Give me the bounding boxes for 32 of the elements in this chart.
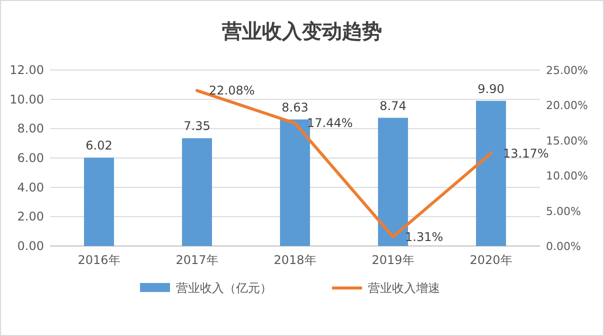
legend-label: 营业收入增速: [368, 281, 440, 295]
y-tick-label: 8.00: [17, 122, 44, 136]
x-tick-label: 2020年: [470, 253, 512, 267]
x-tick-label: 2017年: [176, 253, 218, 267]
y2-tick-label: 15.00%: [546, 134, 588, 148]
bar: [84, 158, 114, 246]
y-tick-label: 0.00: [17, 239, 44, 253]
y-tick-label: 6.00: [17, 151, 44, 165]
legend-label: 营业收入（亿元）: [176, 281, 272, 295]
bar: [280, 119, 310, 246]
bar: [476, 100, 506, 246]
bar: [182, 138, 212, 246]
data-label: 6.02: [86, 138, 112, 153]
data-label: 8.74: [380, 98, 406, 113]
y2-tick-label: 10.00%: [546, 170, 588, 183]
y-tick-label: 12.00: [10, 63, 44, 77]
x-tick-label: 2016年: [78, 253, 120, 267]
y-tick-label: 10.00: [10, 92, 44, 106]
bar: [378, 118, 408, 246]
data-label: 22.08%: [209, 84, 255, 98]
x-tick-label: 2019年: [372, 253, 414, 267]
x-tick-label: 2018年: [274, 253, 316, 267]
y2-tick-label: 5.00%: [546, 204, 581, 218]
y-tick-label: 2.00: [17, 210, 44, 224]
y2-tick-label: 0.00%: [546, 240, 581, 253]
data-label: 9.90: [478, 82, 504, 96]
y2-tick-label: 25.00%: [546, 64, 588, 77]
data-label: 8.63: [282, 100, 308, 114]
y2-tick-label: 20.00%: [546, 99, 588, 112]
data-label: 7.35: [184, 119, 210, 134]
y-tick-label: 4.00: [17, 180, 44, 194]
chart-title: 营业收入变动趋势: [221, 19, 382, 43]
